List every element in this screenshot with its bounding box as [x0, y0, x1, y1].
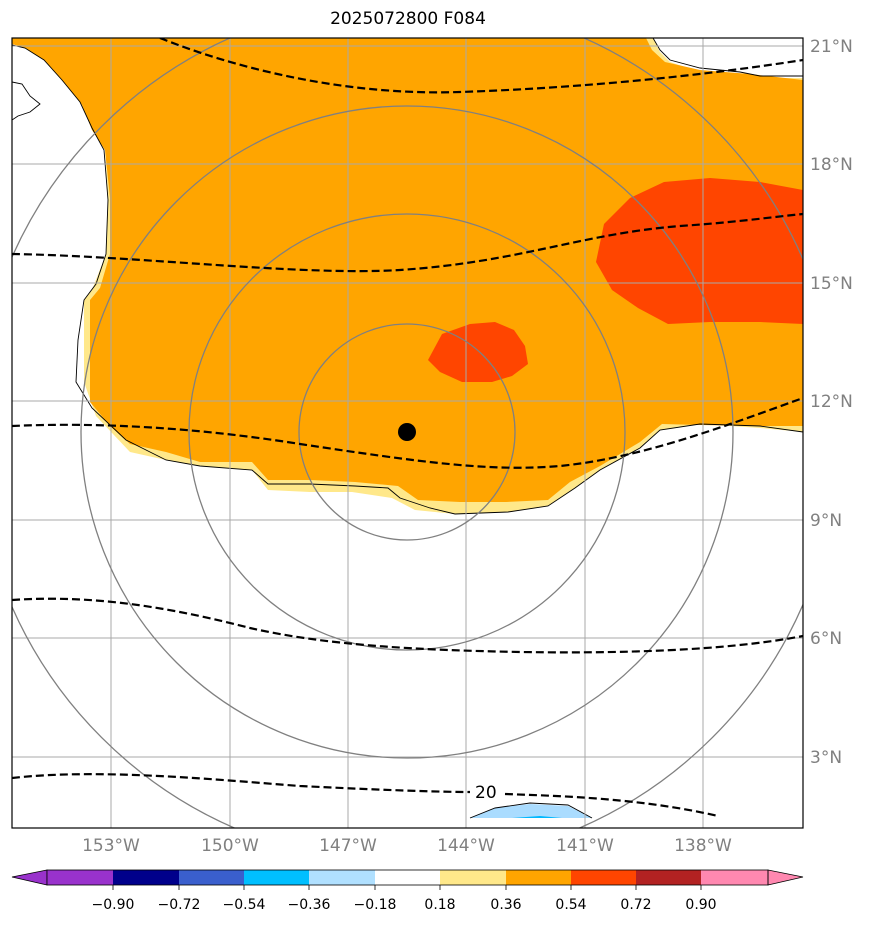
colorbar-tick: −0.36 [288, 897, 331, 913]
lat-label-21n: 21°N [810, 37, 853, 57]
colorbar-tick: 0.72 [620, 897, 651, 913]
map-title: 2025072800 F084 [330, 9, 486, 29]
lat-label-15n: 15°N [810, 274, 853, 294]
colorbar-tick: 0.36 [490, 897, 521, 913]
lon-label-150w: 150°W [201, 836, 259, 856]
lat-label-9n: 9°N [810, 511, 842, 531]
colorbar-tick: −0.54 [223, 897, 266, 913]
anomaly-fill-red-center [428, 322, 528, 382]
colorbar-bin [506, 870, 571, 885]
coastline-nw-island [12, 81, 41, 121]
colorbar-bin [701, 870, 768, 885]
colorbar-tick: −0.90 [92, 897, 135, 913]
anomaly-fill-blue-dark [512, 816, 562, 818]
lat-label-12n: 12°N [810, 392, 853, 412]
colorbar-bin [375, 870, 440, 885]
anomaly-fill-red-east [596, 178, 803, 324]
colorbar-tick: 0.90 [685, 897, 716, 913]
lon-label-147w: 147°W [319, 836, 377, 856]
range-rings [12, 38, 803, 828]
colorbar-bin [244, 870, 309, 885]
colorbar-bin [179, 870, 244, 885]
colorbar-bin [113, 870, 179, 885]
colorbar-extend-high [767, 869, 804, 886]
colorbar-bin [636, 870, 701, 885]
coastline-blue-patch [469, 802, 593, 819]
lon-label-141w: 141°W [556, 836, 614, 856]
lon-label-153w: 153°W [82, 836, 140, 856]
colorbar-tick: 0.18 [424, 897, 455, 913]
storm-center-marker [398, 423, 416, 441]
coastline-contour [12, 44, 803, 515]
colorbar-bin [440, 870, 506, 885]
lon-label-144w: 144°W [437, 836, 495, 856]
colorbar-tick: −0.18 [354, 897, 397, 913]
colorbar-bin [571, 870, 636, 885]
map-frame [11, 37, 804, 829]
lat-label-6n: 6°N [810, 629, 842, 649]
colorbar-tick: 0.54 [555, 897, 586, 913]
lat-label-18n: 18°N [810, 155, 853, 175]
colorbar-bin [309, 870, 375, 885]
contour-label: 20 [475, 783, 497, 803]
anomaly-fill-orange [12, 38, 803, 502]
dashed-contours [12, 38, 803, 818]
colorbar-bin [47, 870, 113, 885]
colorbar-tick: −0.72 [158, 897, 201, 913]
colorbar-extend-low [11, 869, 48, 886]
coastline-ne [652, 38, 803, 77]
lat-label-3n: 3°N [810, 748, 842, 768]
colorbar: −0.90 −0.72 −0.54 −0.36 −0.18 0.18 0.36 … [11, 869, 804, 913]
colorbar-frame [46, 869, 769, 886]
lon-label-138w: 138°W [674, 836, 732, 856]
